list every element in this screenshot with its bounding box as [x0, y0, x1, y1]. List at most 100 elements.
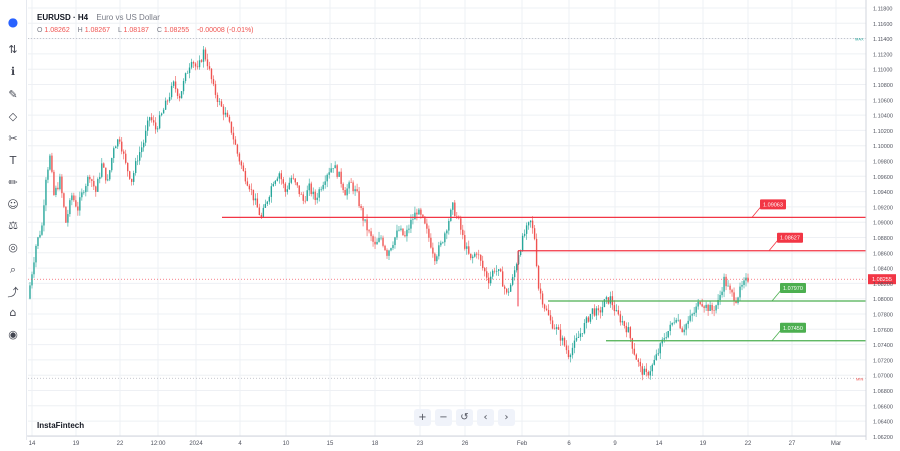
candle-body: [547, 310, 550, 316]
price-tick-label: 1.10000: [873, 144, 893, 150]
candle-body: [336, 165, 338, 177]
scroll-right-button[interactable]: ›: [498, 409, 515, 426]
resistance-1-label: 1.09063: [763, 202, 783, 208]
candle-body: [631, 338, 634, 349]
candle-body: [340, 171, 342, 184]
price-tick-label: 1.07000: [873, 374, 893, 380]
candle-body: [579, 333, 582, 337]
candle-body: [131, 178, 133, 182]
price-axis[interactable]: 1.11800 1.11600 1.11400 1.11200 1.11000 1.108…: [865, 0, 893, 441]
price-tick-label: 1.08400: [873, 267, 893, 273]
emoji-icon[interactable]: ☺: [7, 197, 19, 211]
price-tick-label: 1.11600: [873, 22, 892, 28]
candle-body: [376, 241, 378, 245]
max-label: MAX: [855, 37, 864, 42]
candle-body: [362, 207, 364, 221]
candle-body: [687, 320, 689, 325]
price-tick-label: 1.08000: [873, 297, 893, 303]
candle-body: [408, 228, 410, 230]
eye-icon[interactable]: ⤴: [7, 286, 19, 299]
candle-body: [65, 206, 67, 223]
candle-body: [250, 189, 253, 190]
reset-button[interactable]: ↺: [456, 409, 473, 426]
support-1-tag[interactable]: [780, 282, 806, 293]
geometric-shape-icon[interactable]: ✂: [8, 131, 18, 145]
cursor-icon[interactable]: ●: [7, 15, 19, 29]
candle-body: [117, 139, 119, 147]
price-tick-label: 1.07400: [873, 343, 893, 349]
trash-icon[interactable]: ⌂: [9, 305, 17, 319]
candle-body: [444, 233, 446, 243]
candle-body: [671, 322, 673, 325]
prediction-icon[interactable]: ◇: [8, 109, 18, 123]
text-icon[interactable]: T: [9, 153, 17, 167]
candle-body: [272, 183, 275, 187]
zoom-in-button[interactable]: +: [414, 409, 431, 426]
fib-icon[interactable]: ℹ: [10, 64, 16, 78]
candle-body: [507, 291, 510, 293]
candle-body: [396, 230, 398, 238]
candle-body: [244, 170, 247, 182]
support-2-tag[interactable]: [780, 322, 806, 333]
price-tick-label: 1.11200: [873, 52, 892, 58]
candle-body: [448, 220, 450, 231]
candle-body: [242, 165, 245, 171]
candle-body: [603, 299, 606, 308]
candle-body: [452, 202, 454, 210]
candle-body: [326, 174, 328, 182]
time-tick-label: 18: [372, 441, 379, 447]
price-tick-label: 1.10600: [873, 98, 893, 104]
candle-body: [140, 147, 143, 153]
time-tick-label: 4: [238, 441, 242, 447]
candle-body: [374, 241, 376, 245]
candle-body: [428, 228, 430, 238]
candle-body: [513, 270, 516, 278]
candle-body: [238, 153, 241, 162]
candle-body: [266, 201, 269, 204]
candle-body: [400, 228, 402, 230]
ohlc-open-label: O: [37, 27, 43, 34]
candle-body: [164, 100, 167, 110]
candle-body: [484, 268, 486, 272]
pattern-icon[interactable]: ✎: [8, 87, 18, 101]
candle-body: [613, 305, 616, 312]
candle-body: [577, 336, 580, 338]
candle-body: [216, 94, 219, 102]
candle-body: [697, 301, 699, 307]
measure-icon[interactable]: ⚖: [8, 218, 18, 232]
magnet-icon[interactable]: ◎: [8, 240, 18, 254]
lock-draw-icon[interactable]: ⌕: [9, 263, 17, 276]
candle-body: [288, 182, 290, 190]
chart-navigation: + − ↺ ‹ ›: [414, 409, 515, 427]
candle-body: [290, 177, 292, 183]
resistance-2-tag[interactable]: [777, 232, 803, 243]
symbol-title[interactable]: EURUSD · H4: [37, 13, 89, 22]
candle-body: [152, 120, 155, 123]
zoom-icon[interactable]: ◉: [8, 327, 18, 341]
candle-body: [525, 225, 528, 234]
candlestick-series: [29, 45, 749, 381]
price-tick-label: 1.11800: [873, 7, 892, 13]
candle-body: [635, 354, 638, 360]
candle-body: [685, 324, 687, 330]
price-tick-label: 1.11400: [873, 37, 892, 43]
candle-body: [633, 348, 636, 355]
resistance-1-tag[interactable]: [760, 199, 786, 210]
candle-body: [318, 189, 320, 198]
candle-body: [659, 343, 661, 354]
trend-line-icon[interactable]: ⇅: [8, 42, 18, 56]
candle-body: [739, 286, 741, 298]
zoom-out-button[interactable]: −: [435, 409, 452, 426]
candle-body: [649, 371, 651, 376]
time-axis[interactable]: 14 19 22 12:00 2024 4 10 15 18 23 26 Feb 6 9 14 19 22 27 M…: [26, 435, 866, 447]
scroll-left-button[interactable]: ‹: [477, 409, 494, 426]
candle-body: [162, 109, 165, 114]
time-tick-label: 26: [462, 441, 469, 447]
candle-body: [747, 277, 749, 282]
candle-body: [737, 297, 739, 303]
candle-body: [55, 187, 57, 195]
brush-icon[interactable]: ✏: [8, 175, 18, 189]
candle-body: [260, 215, 263, 218]
candle-body: [284, 183, 286, 192]
